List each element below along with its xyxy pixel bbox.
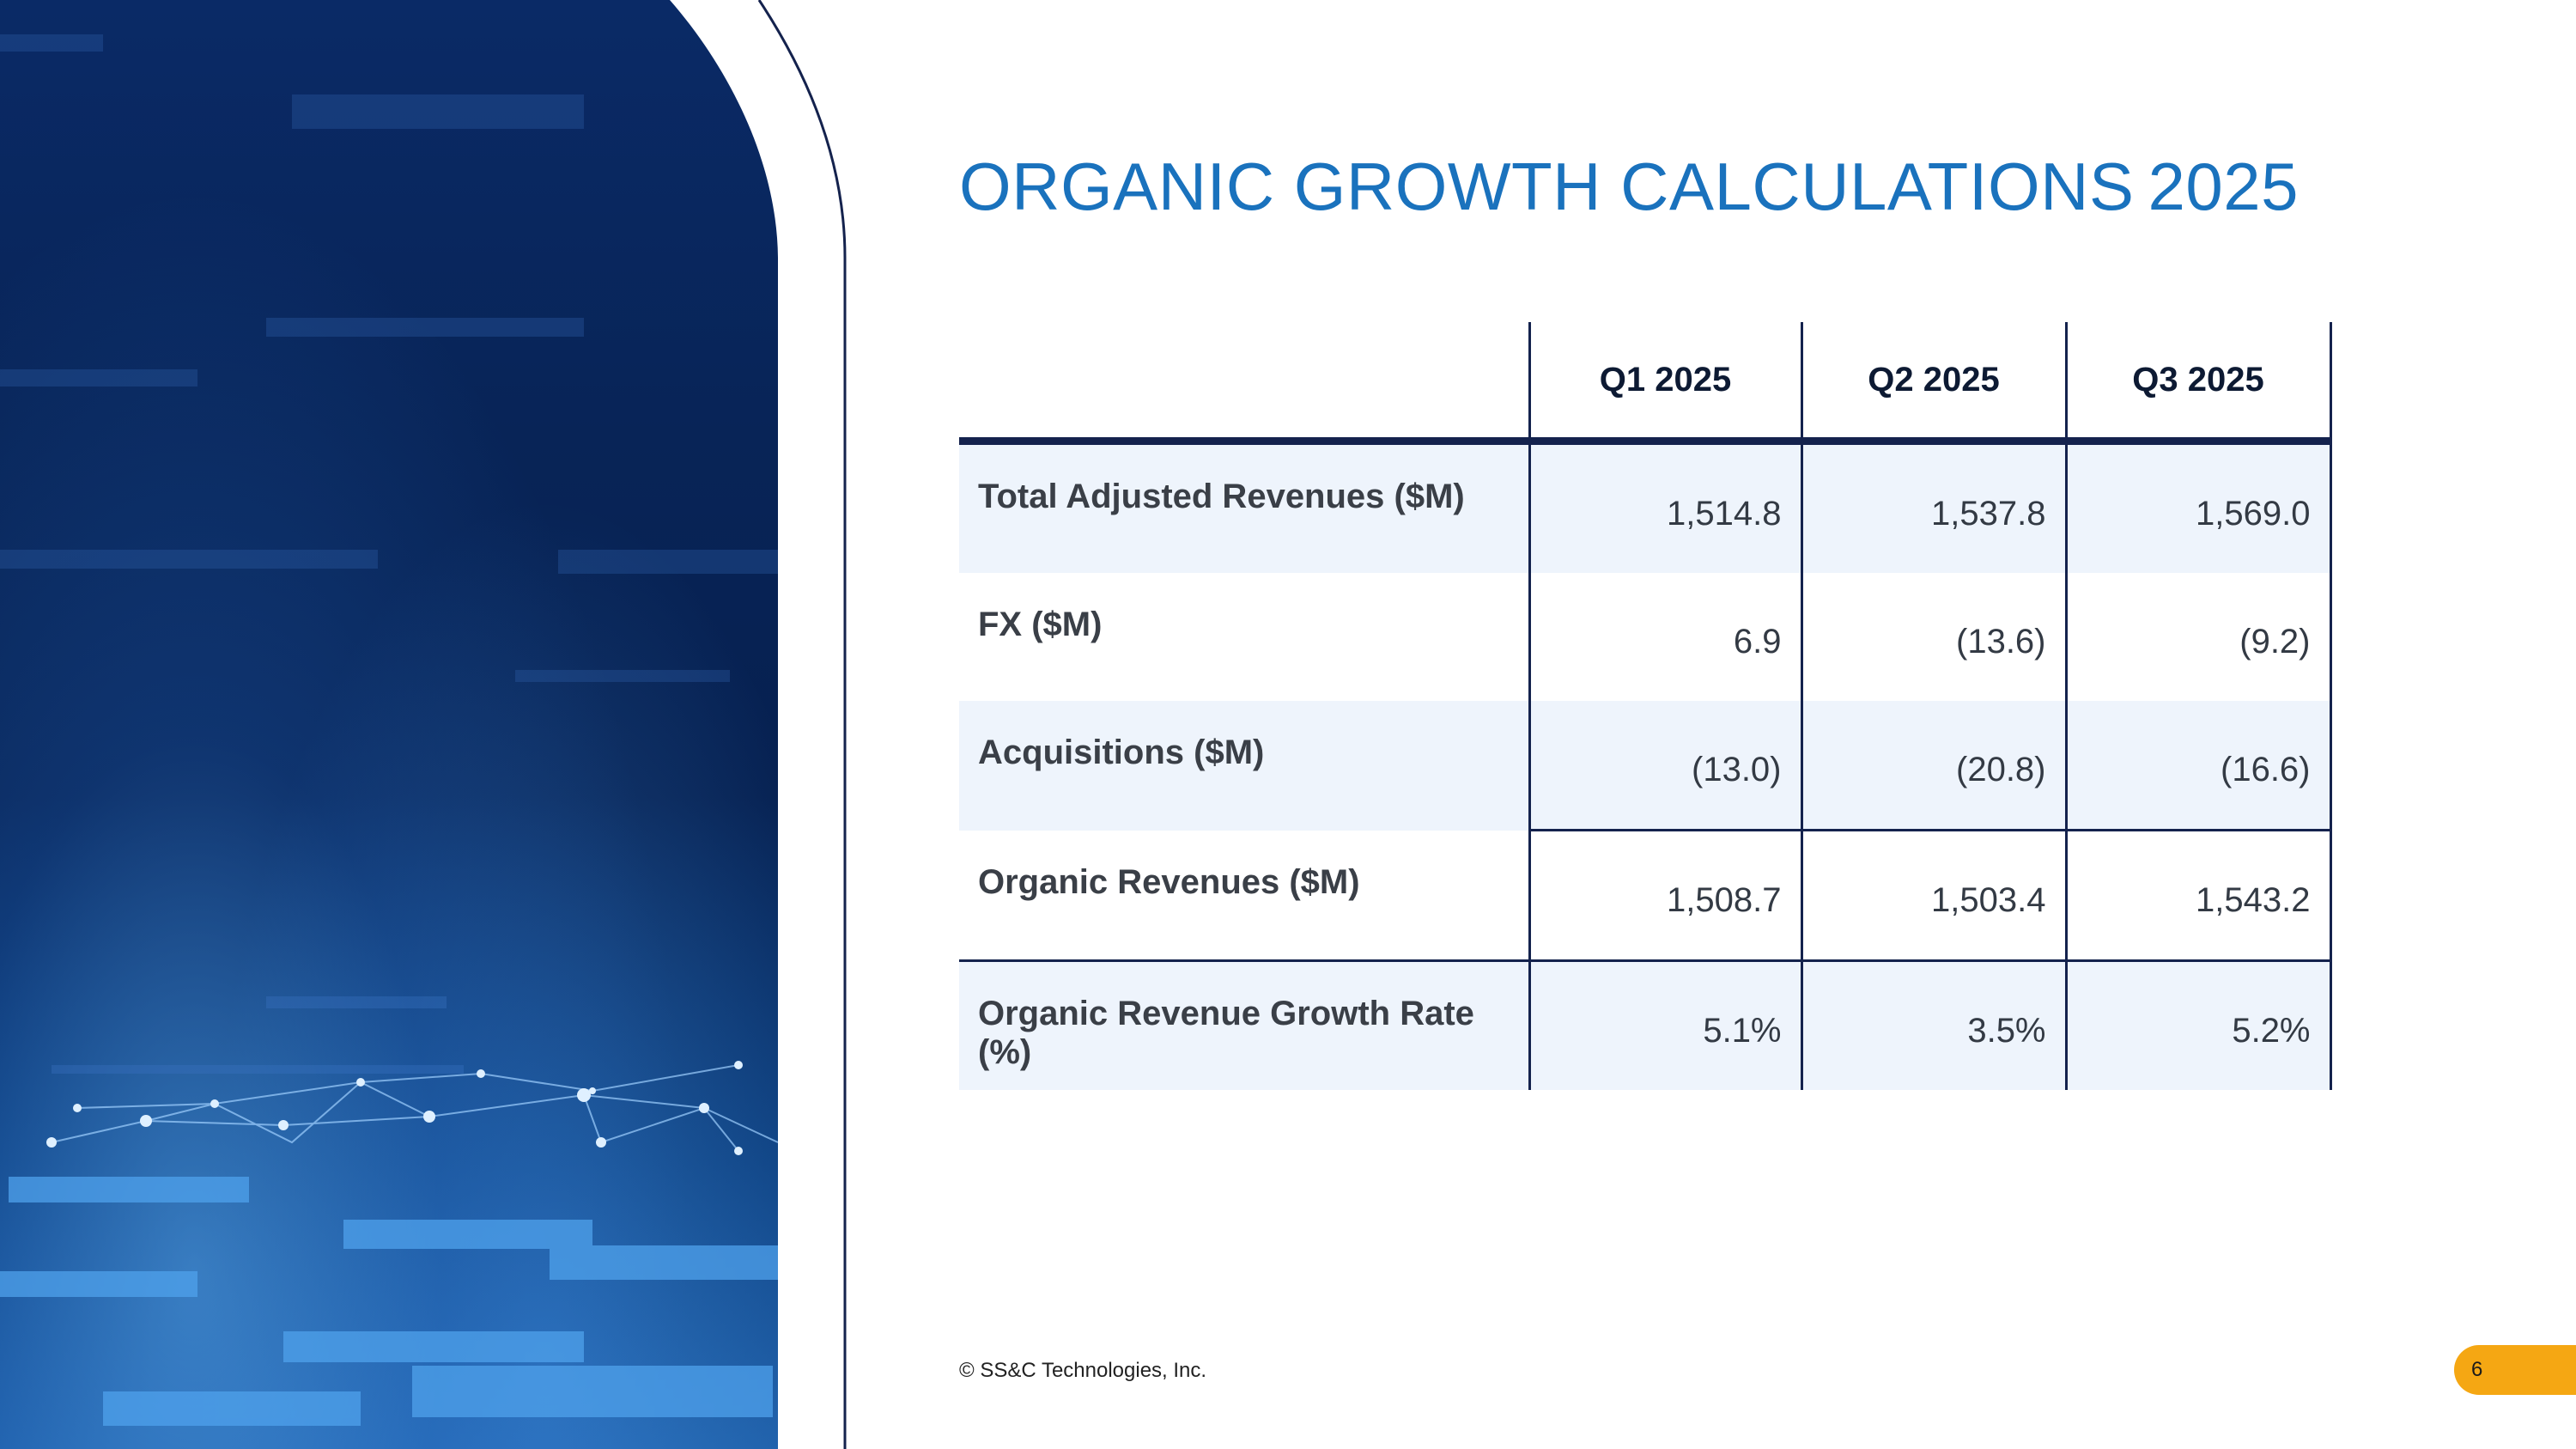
cell-value: 5.1% bbox=[1528, 960, 1801, 1090]
cell-value: 1,503.4 bbox=[1800, 829, 2066, 962]
cell-value: 1,514.8 bbox=[1528, 441, 1801, 573]
header-blank bbox=[959, 322, 1529, 445]
table-row: Organic Revenues ($M) 1,508.7 1,503.4 1,… bbox=[959, 829, 2332, 962]
cell-value: (13.0) bbox=[1528, 701, 1801, 831]
row-label: Organic Revenues ($M) bbox=[959, 830, 1529, 962]
cell-value: 3.5% bbox=[1800, 960, 2066, 1090]
cell-value: 1,543.2 bbox=[2064, 829, 2332, 962]
cell-value: (9.2) bbox=[2064, 573, 2332, 701]
row-label: Organic Revenue Growth Rate (%) bbox=[959, 960, 1529, 1090]
page-title: ORGANIC GROWTH CALCULATIONS 2025 bbox=[959, 148, 2299, 226]
header-q2-2025: Q2 2025 bbox=[1800, 322, 2066, 445]
hero-image-panel bbox=[0, 0, 778, 1449]
cell-value: 5.2% bbox=[2064, 960, 2332, 1090]
row-label: Acquisitions ($M) bbox=[959, 701, 1529, 831]
cell-value: (20.8) bbox=[1800, 701, 2066, 831]
cell-value: (13.6) bbox=[1800, 573, 2066, 701]
page-number-badge: 6 bbox=[2454, 1345, 2576, 1395]
cell-value: 1,508.7 bbox=[1528, 829, 1801, 962]
cell-value: 1,537.8 bbox=[1800, 441, 2066, 573]
header-q3-2025: Q3 2025 bbox=[2064, 322, 2332, 445]
cell-value: 1,569.0 bbox=[2064, 441, 2332, 573]
title-year: 2025 bbox=[2148, 149, 2300, 224]
cell-value: 6.9 bbox=[1528, 573, 1801, 701]
cell-value: (16.6) bbox=[2064, 701, 2332, 831]
table-row: FX ($M) 6.9 (13.6) (9.2) bbox=[959, 573, 2332, 701]
title-text: ORGANIC GROWTH CALCULATIONS bbox=[959, 149, 2135, 224]
row-label: FX ($M) bbox=[978, 606, 1103, 643]
table-row: Acquisitions ($M) (13.0) (20.8) (16.6) bbox=[959, 701, 2332, 831]
tech-network-graphic bbox=[0, 34, 778, 1426]
header-q1-2025: Q1 2025 bbox=[1528, 322, 1801, 445]
table-header-row: Q1 2025 Q2 2025 Q3 2025 bbox=[959, 322, 2332, 445]
table-row: Organic Revenue Growth Rate (%) 5.1% 3.5… bbox=[959, 960, 2332, 1090]
table-row: Total Adjusted Revenues ($M) 1,514.8 1,5… bbox=[959, 441, 2332, 573]
copyright-notice: © SS&C Technologies, Inc. bbox=[959, 1359, 1207, 1382]
organic-growth-table: Q1 2025 Q2 2025 Q3 2025 Total Adjusted R… bbox=[959, 322, 2332, 1090]
row-label: Total Adjusted Revenues ($M) bbox=[959, 441, 1529, 573]
